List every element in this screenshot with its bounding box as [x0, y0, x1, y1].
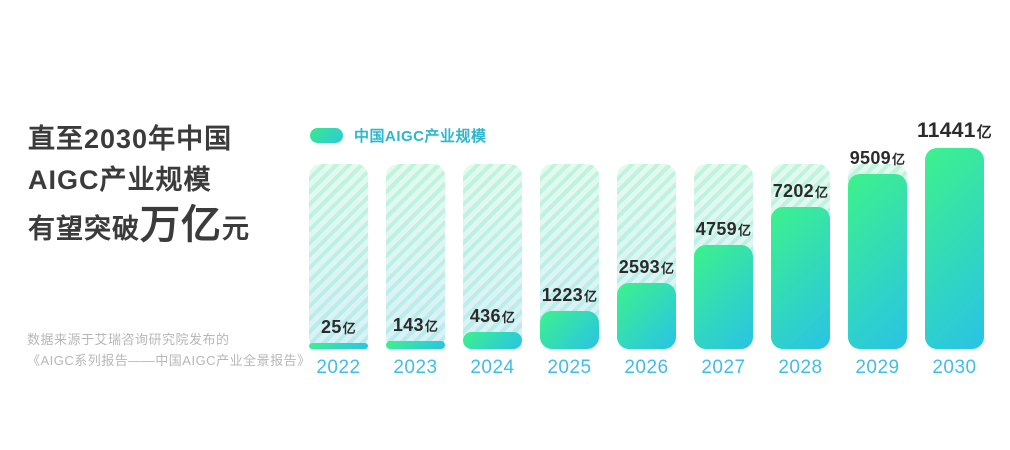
bar-value-label-2027: 4759亿 — [696, 219, 752, 240]
bar-column-2029: 9509亿 2029 — [848, 114, 907, 378]
bar-column-2030: 11441亿 2030 — [917, 114, 992, 378]
bar-value-label-2029: 9509亿 — [850, 148, 906, 169]
data-source-line-2: 《AIGC系列报告——中国AIGC产业全景报告》 — [27, 353, 311, 368]
bar-value-number: 436 — [469, 306, 501, 326]
bar-2030 — [925, 148, 984, 349]
bar-2023 — [386, 341, 445, 349]
bar-track-2023 — [386, 164, 445, 349]
bar-column-2023: 143亿 2023 — [386, 114, 445, 378]
x-axis-label-2026: 2026 — [624, 357, 669, 378]
bar-value-unit: 亿 — [814, 185, 829, 200]
bar-2022 — [309, 343, 368, 349]
bar-chart: 25亿 2022 143亿 2023 436亿 2024 1223亿 2025 2593亿 202… — [309, 114, 992, 378]
chart-legend: 中国AIGC产业规模 — [310, 125, 487, 146]
bar-value-label-2030: 11441亿 — [917, 119, 992, 143]
bar-2028 — [771, 207, 830, 349]
bar-track-2024 — [463, 164, 522, 349]
bar-column-2028: 7202亿 2028 — [771, 114, 830, 378]
bar-value-label-2024: 436亿 — [470, 306, 515, 327]
x-axis-label-2023: 2023 — [393, 357, 438, 378]
bar-value-number: 25 — [321, 317, 342, 337]
bar-value-number: 11441 — [916, 119, 976, 142]
bar-value-number: 9509 — [849, 148, 891, 168]
bar-value-number: 2593 — [618, 257, 660, 277]
bar-track-2022 — [309, 164, 368, 349]
bar-value-unit: 亿 — [891, 152, 906, 167]
x-axis-label-2030: 2030 — [932, 357, 977, 378]
bar-column-2027: 4759亿 2027 — [694, 114, 753, 378]
x-axis-label-2027: 2027 — [701, 357, 746, 378]
bar-column-2026: 2593亿 2026 — [617, 114, 676, 378]
title-line-3-suffix: 元 — [222, 214, 250, 244]
bar-value-label-2023: 143亿 — [393, 315, 438, 336]
x-axis-label-2028: 2028 — [778, 357, 823, 378]
bar-2026 — [617, 283, 676, 349]
bar-value-unit: 亿 — [660, 261, 675, 276]
bar-2024 — [463, 332, 522, 349]
data-source-note: 数据来源于艾瑞咨询研究院发布的 《AIGC系列报告——中国AIGC产业全景报告》 — [27, 329, 311, 371]
bar-value-unit: 亿 — [976, 124, 993, 141]
title-line-3-prefix: 有望突破 — [28, 214, 140, 244]
bar-value-label-2026: 2593亿 — [619, 257, 675, 278]
bar-2027 — [694, 245, 753, 349]
legend-label: 中国AIGC产业规模 — [354, 128, 487, 145]
bar-column-2022: 25亿 2022 — [309, 114, 368, 378]
x-axis-label-2025: 2025 — [547, 357, 592, 378]
headline-block: 直至2030年中国 AIGC产业规模 有望突破 万亿元 — [28, 119, 308, 250]
title-highlight: 万亿 — [140, 203, 222, 247]
page-title: 直至2030年中国 AIGC产业规模 有望突破 万亿元 — [28, 119, 308, 250]
bar-value-unit: 亿 — [342, 321, 356, 336]
bar-value-number: 4759 — [695, 219, 737, 239]
bar-value-label-2028: 7202亿 — [773, 181, 829, 202]
bar-value-unit: 亿 — [737, 223, 752, 238]
bar-column-2024: 436亿 2024 — [463, 114, 522, 378]
title-line-2: AIGC产业规模 — [28, 165, 212, 195]
bar-2025 — [540, 311, 599, 349]
title-line-1: 直至2030年中国 — [28, 124, 233, 154]
x-axis-label-2029: 2029 — [855, 357, 900, 378]
title-line-3: 有望突破 万亿元 — [28, 205, 308, 250]
x-axis-label-2024: 2024 — [470, 357, 515, 378]
bar-value-unit: 亿 — [583, 289, 598, 304]
bar-2029 — [848, 174, 907, 349]
legend-swatch — [310, 128, 343, 143]
bar-value-unit: 亿 — [501, 310, 516, 325]
data-source-line-1: 数据来源于艾瑞咨询研究院发布的 — [27, 332, 230, 347]
bar-value-label-2022: 25亿 — [321, 317, 356, 338]
bar-value-number: 7202 — [772, 181, 814, 201]
bar-value-unit: 亿 — [424, 319, 439, 334]
bar-value-label-2025: 1223亿 — [542, 285, 598, 306]
bar-column-2025: 1223亿 2025 — [540, 114, 599, 378]
x-axis-label-2022: 2022 — [316, 357, 361, 378]
bar-value-number: 143 — [392, 315, 424, 335]
bar-value-number: 1223 — [541, 285, 583, 305]
